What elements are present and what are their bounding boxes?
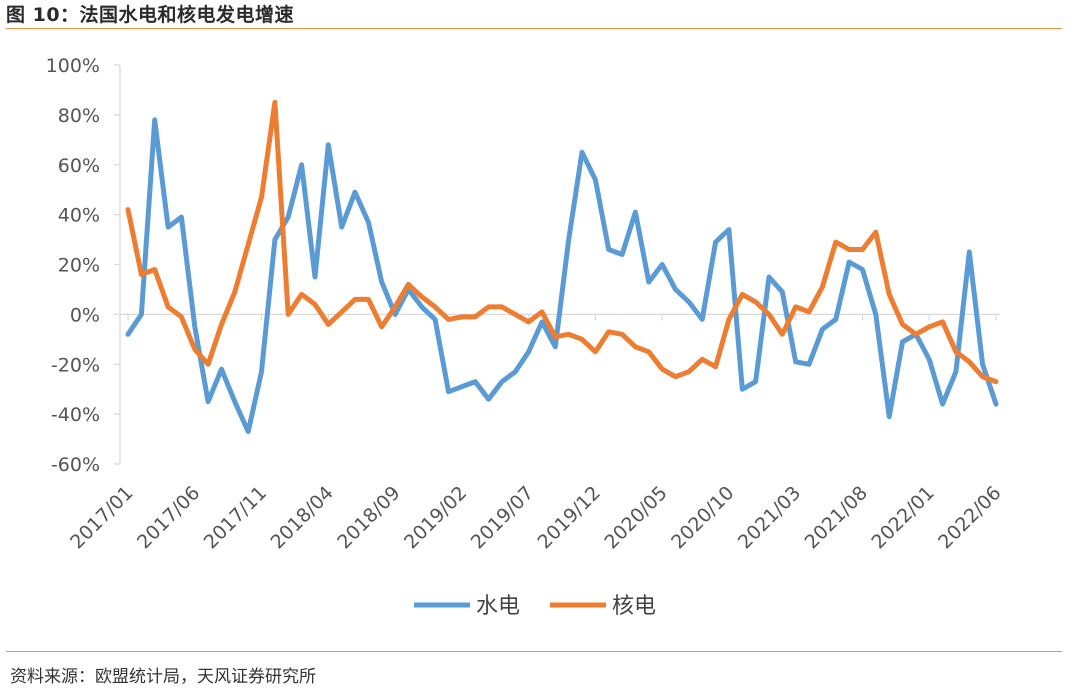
series-line-nuclear	[125, 99, 999, 385]
y-tick-label: -40%	[51, 404, 100, 426]
y-tick-label: 80%	[58, 105, 100, 127]
source-rule	[6, 651, 1062, 652]
x-tick-label: 2021/03	[734, 482, 805, 553]
x-tick-label: 2019/02	[400, 482, 471, 553]
x-tick-label: 2022/06	[934, 482, 1005, 553]
legend-label: 核电	[612, 594, 656, 619]
x-tick-label: 2017/06	[133, 482, 204, 553]
x-axis: 2017/012017/062017/112018/042018/092019/…	[66, 313, 1006, 553]
y-tick-label: 100%	[46, 55, 100, 77]
x-tick-label: 2017/11	[200, 482, 271, 553]
x-tick-label: 2022/01	[867, 482, 938, 553]
x-tick-label: 2017/01	[66, 482, 137, 553]
series-line-hydro	[125, 117, 999, 435]
y-tick-label: 40%	[58, 205, 100, 227]
y-axis: -60% -40% -20% 0% 20% 40% 60% 80% 100%	[46, 55, 121, 476]
y-tick-label: 0%	[70, 304, 100, 326]
y-tick-label: 60%	[58, 155, 100, 177]
legend: 水电 核电	[414, 594, 656, 619]
x-tick-label: 2019/12	[534, 482, 605, 553]
series-layer	[125, 99, 999, 435]
x-tick-label: 2018/09	[333, 482, 404, 553]
y-tick-label: -60%	[51, 454, 100, 476]
x-tick-label: 2020/10	[667, 482, 738, 553]
y-tick-label: 20%	[58, 255, 100, 277]
legend-label: 水电	[476, 594, 520, 619]
source-note: 资料来源：欧盟统计局，天风证券研究所	[10, 667, 316, 687]
x-tick-label: 2018/04	[266, 482, 337, 553]
line-chart: -60%-40%-20%0%20%40%60%80%100% 2017/0120…	[46, 55, 1006, 619]
title-rule	[6, 28, 1062, 29]
x-tick-label: 2020/05	[600, 482, 671, 553]
x-tick-label: 2019/07	[467, 482, 538, 553]
figure-title: 图 10：法国水电和核电发电增速	[6, 4, 295, 26]
x-tick-label: 2021/08	[801, 482, 872, 553]
y-tick-label: -20%	[51, 354, 100, 376]
